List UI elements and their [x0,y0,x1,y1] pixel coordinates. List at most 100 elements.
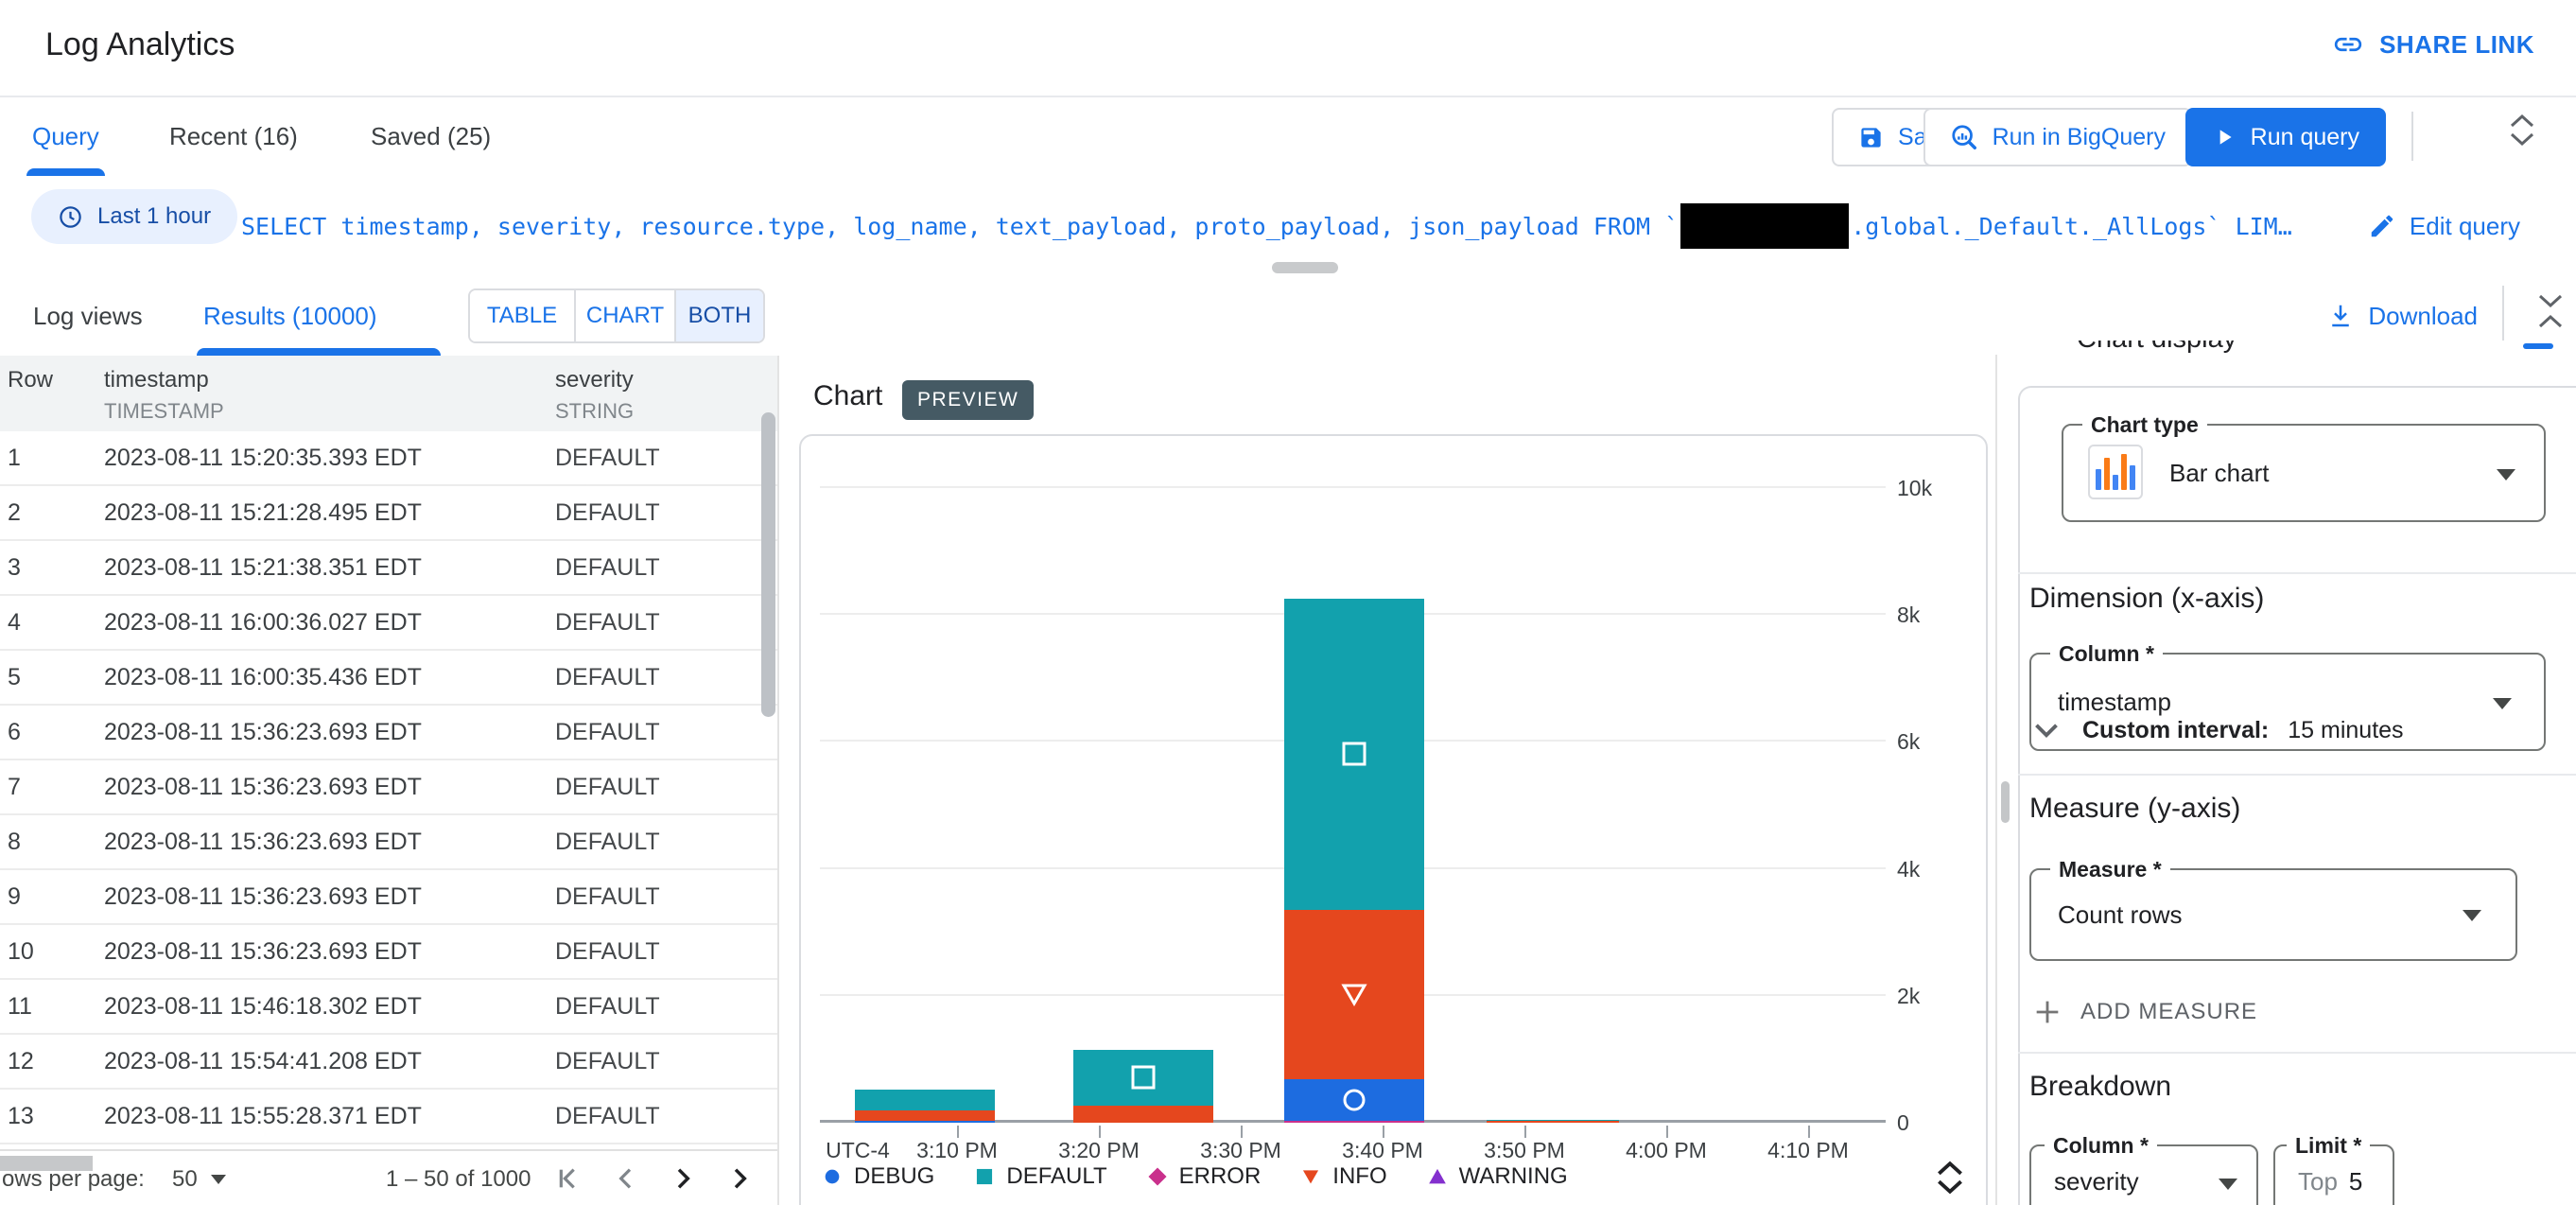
section-divider [2018,774,2576,776]
toolbar-divider [2411,112,2413,161]
tab-saved[interactable]: Saved (25) [371,122,492,150]
legend-item-info[interactable]: INFO [1300,1163,1387,1190]
severity-cell: DEFAULT [555,829,660,855]
table-row[interactable]: 3 2023-08-11 15:21:38.351 EDT DEFAULT [0,541,777,596]
app-header: Log Analytics SHARE LINK [0,0,2576,97]
previous-page-button[interactable] [611,1163,641,1194]
table-row[interactable]: 6 2023-08-11 15:36:23.693 EDT DEFAULT [0,706,777,760]
pagination-bar: ows per page: 50 1 – 50 of 1000 [0,1149,777,1205]
x-axis-label: 3:10 PM [916,1138,998,1162]
breakdown-limit-field[interactable]: Limit * Top 5 [2273,1131,2394,1205]
chart-type-select[interactable]: Chart type Bar chart [2062,410,2546,522]
chevron-up-icon [1935,1160,1965,1177]
tab-results[interactable]: Results (10000) [203,301,377,330]
panel-resize-handle[interactable] [1272,262,1338,273]
bar-segment-default [1284,598,1424,910]
table-row[interactable]: 5 2023-08-11 16:00:35.436 EDT DEFAULT [0,651,777,706]
share-link-button[interactable]: SHARE LINK [2332,28,2534,61]
chevron-down-icon [2508,131,2536,148]
preview-badge: PREVIEW [902,380,1035,420]
legend-label: INFO [1332,1163,1387,1189]
severity-cell: DEFAULT [555,609,660,636]
results-expand-collapse-control[interactable] [2536,293,2565,329]
redacted-project-id [1680,203,1850,249]
editor-expand-collapse-control[interactable] [2508,113,2536,148]
table-row[interactable]: 2 2023-08-11 15:21:28.495 EDT DEFAULT [0,486,777,541]
custom-interval-value: 15 minutes [2288,716,2404,743]
time-range-chip[interactable]: Last 1 hour [31,189,238,244]
legend-item-default[interactable]: DEFAULT [974,1163,1107,1190]
last-page-button[interactable] [724,1163,755,1194]
x-axis-label: 3:20 PM [1058,1138,1140,1162]
measure-select[interactable]: Measure * Count rows [2029,855,2517,961]
column-header-severity[interactable]: severity [555,367,634,393]
legend-item-warning[interactable]: WARNING [1427,1163,1568,1190]
chevron-down-icon [2536,293,2565,309]
tab-recent[interactable]: Recent (16) [169,122,298,150]
toggle-chart[interactable]: CHART [574,290,674,341]
panel-divider [1995,355,1997,1205]
edit-query-button[interactable]: Edit query [2368,176,2520,276]
series-marker-square [1340,740,1368,768]
severity-cell: DEFAULT [555,554,660,581]
stacked-bar[interactable] [1284,488,1424,1123]
timestamp-cell: 2023-08-11 15:36:23.693 EDT [104,883,422,910]
table-row[interactable]: 1 2023-08-11 15:20:35.393 EDT DEFAULT [0,431,777,486]
table-vertical-scrollbar[interactable] [761,412,775,717]
row-number-cell: 7 [8,774,21,800]
clock-icon [58,204,83,230]
settings-scrollbar[interactable] [2001,781,2010,823]
chart-plot-area: 0 2k 4k 6k 8k 10k [820,476,1932,1138]
timestamp-cell: 2023-08-11 15:20:35.393 EDT [104,445,422,471]
tab-log-views[interactable]: Log views [33,301,143,330]
rows-per-page-value: 50 [172,1165,198,1192]
run-query-button[interactable]: Run query [2184,108,2386,166]
toolbar-divider [2502,286,2504,346]
legend-item-debug[interactable]: DEBUG [822,1163,934,1190]
first-page-button[interactable] [552,1163,583,1194]
table-row[interactable]: 11 2023-08-11 15:46:18.302 EDT DEFAULT [0,980,777,1035]
circle-icon [822,1166,843,1187]
toggle-table[interactable]: TABLE [470,290,574,341]
rows-per-page-select[interactable]: 50 [172,1151,226,1205]
rows-per-page-label: ows per page: [2,1165,145,1192]
x-axis-label: 3:30 PM [1200,1138,1281,1162]
dimension-column-select[interactable]: Column * timestamp [2029,639,2546,751]
table-row[interactable]: 13 2023-08-11 15:55:28.371 EDT DEFAULT [0,1090,777,1144]
limit-label: Limit * [2287,1131,2371,1160]
chart-scroll-control[interactable] [1935,1160,1965,1196]
toggle-both[interactable]: BOTH [674,290,763,341]
tab-query[interactable]: Query [26,97,105,176]
custom-interval-expander[interactable]: Custom interval: 15 minutes [2029,709,2404,751]
column-header-timestamp[interactable]: timestamp [104,367,209,393]
run-in-bigquery-button[interactable]: Run in BigQuery [1923,108,2192,166]
breakdown-column-select[interactable]: Column * severity [2029,1131,2258,1205]
stacked-bar[interactable] [1487,488,1619,1123]
breakdown-heading: Breakdown [2029,1071,2172,1102]
stacked-bar[interactable] [1073,488,1213,1123]
chart-card [799,434,1988,1205]
stacked-bar[interactable] [855,488,995,1123]
x-axis-label: 3:50 PM [1484,1138,1565,1162]
timestamp-cell: 2023-08-11 15:21:38.351 EDT [104,554,422,581]
table-horizontal-scrollbar[interactable] [0,1156,93,1171]
bar-segment-info [855,1109,995,1121]
sql-query-text[interactable]: SELECT timestamp, severity, resource.typ… [241,176,2292,276]
chart-title: Chart [813,380,883,411]
dimension-column-value: timestamp [2058,687,2171,716]
download-button[interactable]: Download [2326,276,2478,356]
timestamp-cell: 2023-08-11 15:36:23.693 EDT [104,719,422,745]
table-row[interactable]: 7 2023-08-11 15:36:23.693 EDT DEFAULT [0,760,777,815]
table-row[interactable]: 12 2023-08-11 15:54:41.208 EDT DEFAULT [0,1035,777,1090]
table-row[interactable]: 8 2023-08-11 15:36:23.693 EDT DEFAULT [0,815,777,870]
add-measure-button[interactable]: ADD MEASURE [2031,991,2257,1033]
bigquery-icon [1950,123,1978,151]
download-icon [2326,302,2355,330]
table-row[interactable]: 10 2023-08-11 15:36:23.693 EDT DEFAULT [0,925,777,980]
table-row[interactable]: 4 2023-08-11 16:00:36.027 EDT DEFAULT [0,596,777,651]
legend-item-error[interactable]: ERROR [1147,1163,1261,1190]
table-row[interactable]: 9 2023-08-11 15:36:23.693 EDT DEFAULT [0,870,777,925]
next-page-button[interactable] [668,1163,698,1194]
collapse-panel-icon[interactable] [2523,343,2553,349]
column-header-row[interactable]: Row [8,367,54,393]
